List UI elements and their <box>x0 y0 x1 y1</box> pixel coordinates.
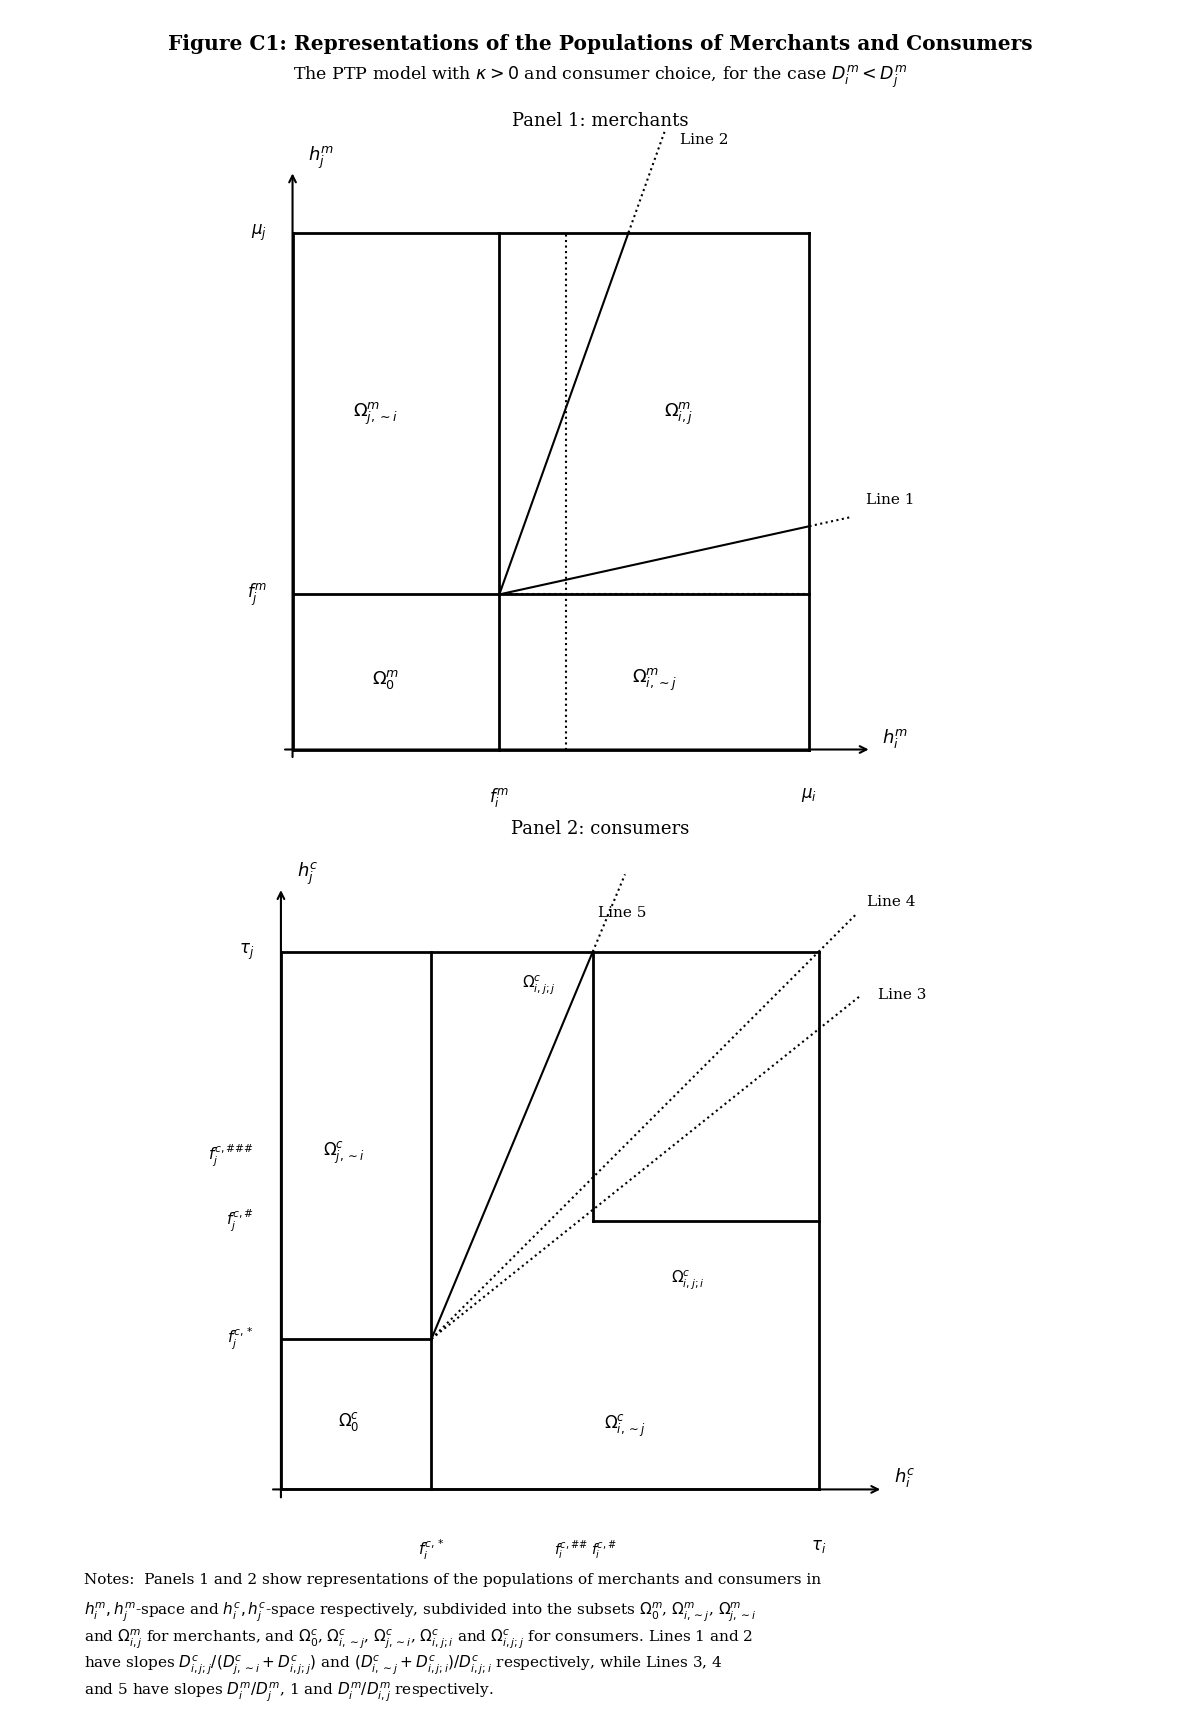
Text: have slopes $D_{i,j;j}^c/(D_{j,\sim i}^c + D_{i,j;j}^c)$ and $(D_{i,\sim j}^c + : have slopes $D_{i,j;j}^c/(D_{j,\sim i}^c… <box>84 1654 722 1676</box>
Text: $\mu_j$: $\mu_j$ <box>251 222 266 243</box>
Text: Line 4: Line 4 <box>866 894 916 908</box>
Text: Line 5: Line 5 <box>598 906 647 920</box>
Text: $f_j^m$: $f_j^m$ <box>247 581 266 608</box>
Text: $f_i^{c,\#\#}$: $f_i^{c,\#\#}$ <box>554 1539 588 1561</box>
Text: $f_j^{c,\#\#\#}$: $f_j^{c,\#\#\#}$ <box>208 1142 254 1170</box>
Text: $h_j^m$: $h_j^m$ <box>308 145 335 171</box>
Text: $\mu_i$: $\mu_i$ <box>802 786 817 803</box>
Text: The PTP model with $\kappa > 0$ and consumer choice, for the case $D_i^m < D_j^m: The PTP model with $\kappa > 0$ and cons… <box>293 64 907 90</box>
Text: $\Omega_0^m$: $\Omega_0^m$ <box>372 669 400 691</box>
Text: and $\Omega_{i,j}^m$ for merchants, and $\Omega_0^c$, $\Omega_{i,\sim j}^c$, $\O: and $\Omega_{i,j}^m$ for merchants, and … <box>84 1627 754 1649</box>
Text: $f_i^{c,\#}$: $f_i^{c,\#}$ <box>590 1539 617 1561</box>
Text: $\tau_j$: $\tau_j$ <box>239 942 254 961</box>
Text: $h_j^c$: $h_j^c$ <box>298 862 319 887</box>
Text: $\Omega_{j,\sim i}^m$: $\Omega_{j,\sim i}^m$ <box>353 400 397 427</box>
Text: $\Omega_{j,\sim i}^c$: $\Omega_{j,\sim i}^c$ <box>323 1141 365 1166</box>
Text: and 5 have slopes $D_i^m/D_j^m$, 1 and $D_i^m/D_{i,j}^m$ respectively.: and 5 have slopes $D_i^m/D_j^m$, 1 and $… <box>84 1680 493 1702</box>
Text: Line 2: Line 2 <box>680 133 728 146</box>
Text: $h_i^m, h_j^m$-space and $h_i^c, h_j^c$-space respectively, subdivided into the : $h_i^m, h_j^m$-space and $h_i^c, h_j^c$-… <box>84 1599 756 1623</box>
Text: $\Omega_{i,j;j}^c$: $\Omega_{i,j;j}^c$ <box>522 973 556 996</box>
Text: $f_i^{c,*}$: $f_i^{c,*}$ <box>418 1539 445 1563</box>
Text: Line 3: Line 3 <box>877 987 926 1001</box>
Text: Panel 1: merchants: Panel 1: merchants <box>511 112 689 129</box>
Text: $\Omega_{i,j}^m$: $\Omega_{i,j}^m$ <box>665 400 694 427</box>
Text: $f_j^{c,\#}$: $f_j^{c,\#}$ <box>226 1208 254 1234</box>
Text: Figure C1: Representations of the Populations of Merchants and Consumers: Figure C1: Representations of the Popula… <box>168 34 1032 55</box>
Text: $f_i^m$: $f_i^m$ <box>490 786 509 808</box>
Text: $h_i^m$: $h_i^m$ <box>882 727 908 751</box>
Text: Panel 2: consumers: Panel 2: consumers <box>511 820 689 837</box>
Text: $f_j^{c,*}$: $f_j^{c,*}$ <box>227 1327 254 1353</box>
Text: $h_i^c$: $h_i^c$ <box>894 1468 916 1490</box>
Text: $\tau_i$: $\tau_i$ <box>811 1539 826 1554</box>
Text: Notes:  Panels 1 and 2 show representations of the populations of merchants and : Notes: Panels 1 and 2 show representatio… <box>84 1573 821 1587</box>
Text: $\Omega_{i,\sim j}^m$: $\Omega_{i,\sim j}^m$ <box>632 667 677 693</box>
Text: Line 1: Line 1 <box>866 493 914 507</box>
Text: $\Omega_{i,\sim j}^c$: $\Omega_{i,\sim j}^c$ <box>605 1413 646 1439</box>
Text: $\Omega_{i,j;i}^c$: $\Omega_{i,j;i}^c$ <box>671 1268 704 1291</box>
Text: $\Omega_0^c$: $\Omega_0^c$ <box>338 1409 360 1434</box>
